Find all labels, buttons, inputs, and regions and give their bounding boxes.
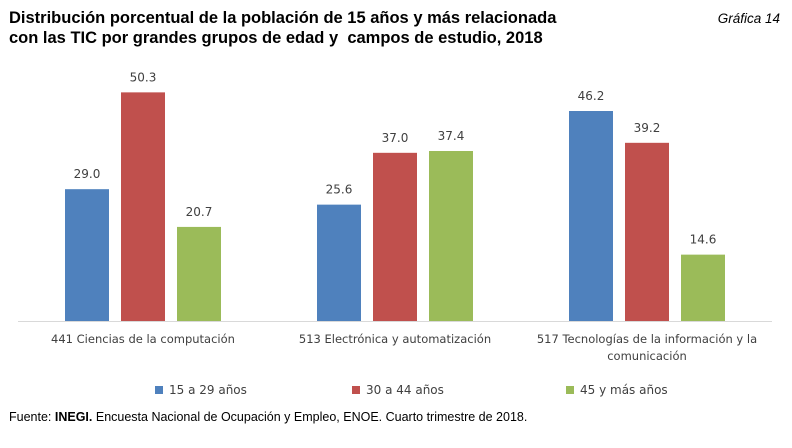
data-label-1-3: 20.7 (186, 205, 213, 219)
bar-1-1 (65, 189, 109, 321)
legend-item-2: 30 a 44 años (352, 383, 444, 397)
data-label-3-2: 39.2 (634, 121, 661, 135)
category-label-3-line-1: 517 Tecnologías de la información y la (537, 332, 757, 346)
legend-item-3: 45 y más años (566, 383, 668, 397)
source-org: INEGI. (55, 410, 93, 424)
bar-chart: 29.0 50.3 20.7 441 Ciencias de la computaci… (0, 0, 792, 380)
legend-label-1: 15 a 29 años (169, 383, 247, 397)
bar-1-3 (177, 227, 221, 321)
data-label-2-2: 37.0 (382, 131, 409, 145)
data-label-1-2: 50.3 (130, 70, 157, 84)
legend-swatch-1 (155, 386, 163, 394)
source-note: Fuente: INEGI. Encuesta Nacional de Ocup… (9, 410, 527, 424)
data-label-3-1: 46.2 (578, 89, 605, 103)
bar-3-2 (625, 143, 669, 321)
data-label-3-3: 14.6 (690, 233, 717, 247)
data-label-2-3: 37.4 (438, 129, 465, 143)
legend-item-1: 15 a 29 años (155, 383, 247, 397)
bar-1-2 (121, 92, 165, 321)
source-text: Encuesta Nacional de Ocupación y Empleo,… (92, 410, 527, 424)
bar-3-1 (569, 111, 613, 321)
bar-2-2 (373, 153, 417, 321)
data-label-2-1: 25.6 (326, 183, 353, 197)
legend-label-2: 30 a 44 años (366, 383, 444, 397)
chart-legend: 15 a 29 años 30 a 44 años 45 y más años (0, 383, 792, 399)
category-label-1: 441 Ciencias de la computación (51, 332, 235, 346)
legend-swatch-2 (352, 386, 360, 394)
data-label-1-1: 29.0 (74, 167, 101, 181)
source-prefix: Fuente: (9, 410, 55, 424)
legend-swatch-3 (566, 386, 574, 394)
bar-3-3 (681, 255, 725, 321)
bar-2-3 (429, 151, 473, 321)
bar-2-1 (317, 205, 361, 321)
category-label-3-line-2: comunicación (607, 349, 687, 363)
category-label-2: 513 Electrónica y automatización (299, 332, 491, 346)
legend-label-3: 45 y más años (580, 383, 668, 397)
